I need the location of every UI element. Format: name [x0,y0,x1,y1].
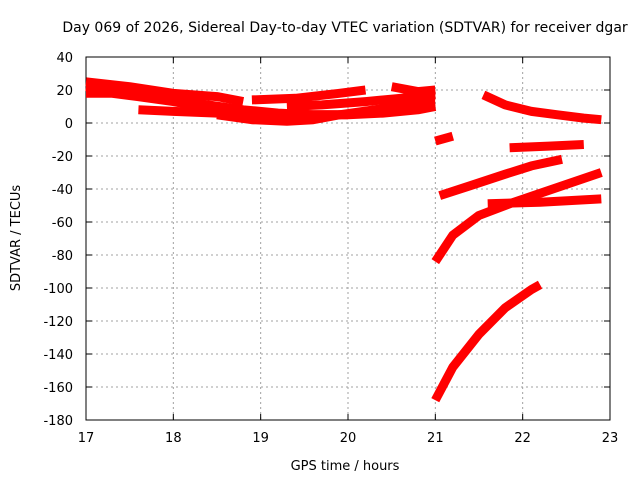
series-9-line [390,82,436,97]
y-tick-label: 40 [56,51,73,66]
series-15-line [509,140,585,153]
series-1-line [85,77,245,107]
x-axis-label: GPS time / hours [291,459,400,474]
series-7-line [251,85,367,105]
series-6-line [216,98,436,126]
series-14-line [431,168,603,265]
series-8-line [286,90,436,111]
y-tick-label: -20 [52,150,73,165]
series-13-line [431,280,543,403]
y-tick-label: -160 [43,381,73,396]
y-tick-label: 0 [65,117,73,132]
series-10-line [434,131,455,146]
y-axis-label: SDTVAR / TECUs [9,185,24,292]
grid-lines [86,57,610,420]
x-tick-label: 23 [602,431,619,446]
y-tick-label: 20 [56,84,73,99]
x-tick-label: 20 [340,431,357,446]
y-tick-label: -140 [43,348,73,363]
y-tick-label: -80 [52,249,73,264]
y-tick-label: -180 [43,414,73,429]
series-11-line [481,90,602,125]
x-tick-label: 22 [514,431,531,446]
x-tick-label: 18 [165,431,182,446]
x-tick-label: 21 [427,431,444,446]
x-tick-label: 17 [78,431,95,446]
series-16-line [487,194,602,209]
y-tick-label: -40 [52,183,73,198]
y-tick-label: -100 [43,282,73,297]
series-12-line [438,154,563,200]
series-group [85,77,603,403]
y-tick-label: -60 [52,216,73,231]
chart-title: Day 069 of 2026, Sidereal Day-to-day VTE… [62,20,628,36]
x-tick-label: 19 [252,431,269,446]
axis-ticks: 17 18 19 20 21 22 23 40 20 0 -20 -40 -60 -80 -100 -120 -… [43,51,618,446]
y-tick-label: -120 [43,315,73,330]
